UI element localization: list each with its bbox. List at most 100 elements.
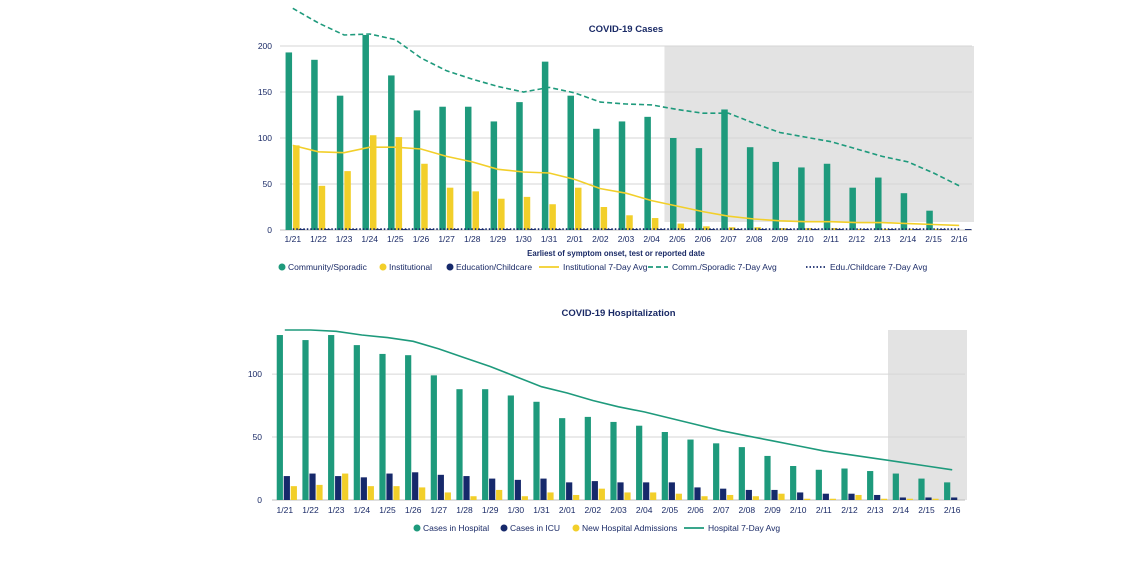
bar-institutional <box>626 215 633 230</box>
x-tick-label: 2/04 <box>636 505 653 515</box>
bar-new-hospital-admissions <box>804 498 811 500</box>
x-tick-label: 2/01 <box>559 505 576 515</box>
bar-cases-in-icu <box>617 482 624 500</box>
projection-shade <box>888 330 967 500</box>
bar-community-sporadic <box>490 121 498 230</box>
x-tick-label: 2/06 <box>695 234 712 244</box>
x-tick-label: 2/03 <box>610 505 627 515</box>
bar-institutional <box>344 171 351 230</box>
bar-community-sporadic <box>746 147 754 230</box>
legend-label: Education/Childcare <box>456 262 532 272</box>
bar-new-hospital-admissions <box>727 494 734 500</box>
x-tick-label: 2/07 <box>713 505 730 515</box>
bar-community-sporadic <box>875 177 882 230</box>
bar-cases-in-icu <box>540 478 547 500</box>
bar-new-hospital-admissions <box>342 473 349 500</box>
bar-new-hospital-admissions <box>701 496 708 500</box>
bar-cases-in-hospital <box>661 432 668 500</box>
x-tick-label: 2/02 <box>585 505 602 515</box>
bar-community-sporadic <box>336 95 344 231</box>
bar-cases-in-hospital <box>276 335 283 500</box>
bar-cases-in-hospital <box>584 416 591 500</box>
bar-cases-in-icu <box>797 492 804 500</box>
bar-cases-in-hospital <box>302 340 309 500</box>
x-tick-label: 1/25 <box>387 234 404 244</box>
legend-label: Hospital 7-Day Avg <box>708 523 780 533</box>
bar-cases-in-hospital <box>713 443 720 500</box>
bar-new-hospital-admissions <box>419 487 426 500</box>
bar-cases-in-hospital <box>944 482 951 500</box>
bar-cases-in-icu <box>822 493 829 500</box>
bar-institutional <box>908 229 915 230</box>
bar-education-childcare <box>606 229 613 230</box>
bar-cases-in-icu <box>925 497 932 500</box>
bar-education-childcare <box>375 229 382 230</box>
covid-hospitalization-chart: COVID-19 Hospitalization 0 50 100 1/21 1/22 1/… <box>248 308 967 533</box>
x-tick-label: 2/10 <box>797 234 814 244</box>
x-tick-label: 2/14 <box>900 234 917 244</box>
legend-label: Comm./Sporadic 7-Day Avg <box>672 262 777 272</box>
legend-label: New Hospital Admissions <box>582 523 677 533</box>
x-tick-label: 1/25 <box>379 505 396 515</box>
x-tick-label: 1/23 <box>336 234 353 244</box>
bar-institutional <box>600 207 608 230</box>
x-tick-label: 2/08 <box>746 234 763 244</box>
line-hospital-7-day-avg <box>284 329 953 471</box>
y-tick-label: 0 <box>267 225 272 235</box>
bar-new-hospital-admissions <box>906 498 913 500</box>
bar-cases-in-icu <box>335 476 342 500</box>
bar-education-childcare <box>324 229 331 230</box>
x-tick-label: 2/06 <box>687 505 704 515</box>
x-tick-label: 2/01 <box>566 234 583 244</box>
line-institutional-7-day-avg <box>292 144 960 227</box>
bar-institutional <box>421 163 428 230</box>
bar-cases-in-icu <box>309 473 316 500</box>
bar-institutional <box>805 228 813 230</box>
bar-cases-in-icu <box>771 489 778 500</box>
bar-new-hospital-admissions <box>855 494 862 500</box>
x-tick-label: 2/15 <box>918 505 935 515</box>
x-tick-label: 2/07 <box>720 234 737 244</box>
bar-new-hospital-admissions <box>367 486 374 500</box>
bar-community-sporadic <box>516 102 523 230</box>
bar-cases-in-icu <box>694 487 701 500</box>
bar-institutional <box>651 218 659 230</box>
bar-new-hospital-admissions <box>444 492 451 500</box>
bar-cases-in-icu <box>591 481 598 500</box>
y-tick-label: 150 <box>258 87 272 97</box>
bar-community-sporadic <box>926 210 933 230</box>
bar-community-sporadic <box>541 61 549 230</box>
y-tick-label: 200 <box>258 41 272 51</box>
bar-new-hospital-admissions <box>752 496 759 500</box>
bar-new-hospital-admissions <box>881 498 888 500</box>
legend-swatch <box>572 524 580 532</box>
bar-cases-in-icu <box>668 482 675 500</box>
bar-community-sporadic <box>285 52 293 230</box>
x-tick-label: 1/29 <box>490 234 507 244</box>
bar-education-childcare <box>452 229 459 230</box>
bar-cases-in-hospital <box>559 418 566 500</box>
bar-new-hospital-admissions <box>573 494 580 500</box>
bar-cases-in-hospital <box>764 455 771 500</box>
x-tick-label: 2/10 <box>790 505 807 515</box>
bar-institutional <box>498 198 505 230</box>
bar-institutional <box>677 223 685 230</box>
x-tick-label: 1/26 <box>413 234 430 244</box>
bar-cases-in-icu <box>489 478 496 500</box>
x-tick-label: 1/21 <box>277 505 294 515</box>
x-tick-label: 1/27 <box>438 234 455 244</box>
y-tick-label: 0 <box>257 495 262 505</box>
x-tick-label: 2/16 <box>951 234 968 244</box>
bar-new-hospital-admissions <box>496 489 503 500</box>
bar-community-sporadic <box>900 193 908 230</box>
bar-community-sporadic <box>772 161 780 230</box>
bar-cases-in-hospital <box>328 335 335 500</box>
bar-community-sporadic <box>362 34 369 231</box>
bar-community-sporadic <box>798 167 805 230</box>
legend-swatch <box>379 263 387 271</box>
bar-community-sporadic <box>823 163 831 230</box>
x-tick-label: 2/14 <box>893 505 910 515</box>
bar-institutional <box>831 228 838 230</box>
legend-label: Institutional <box>389 262 432 272</box>
